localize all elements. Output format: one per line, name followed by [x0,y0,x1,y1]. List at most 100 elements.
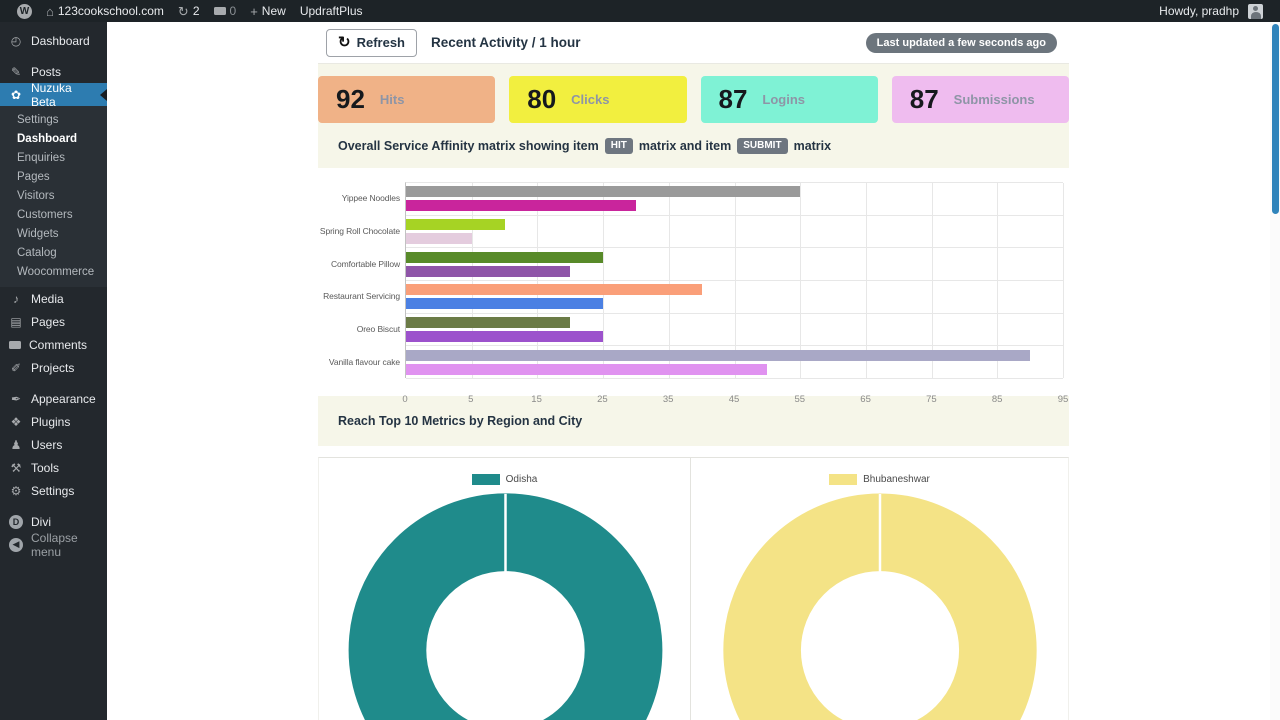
updates-count: 2 [192,4,200,18]
submenu-item-woocommerce[interactable]: Woocommerce [17,265,95,278]
metric-card-hits: 92 Hits [318,76,496,123]
updates-link[interactable]: ↻ 2 [171,0,207,22]
pages-icon: ▤ [10,314,22,329]
scrollbar-thumb[interactable] [1271,24,1279,214]
bar-hit-vanilla-flavour-cake[interactable] [406,349,1031,361]
sidebar-item-projects[interactable]: ✐ Projects [0,356,107,379]
x-axis-tick: 85 [991,394,1003,405]
site-name: 123cookschool.com [57,4,164,18]
odisha-legend-swatch [471,474,500,485]
submenu-item-widgets[interactable]: Widgets [17,227,59,240]
submenu-item-customers[interactable]: Customers [17,208,73,221]
users-icon: ♟ [10,437,22,452]
updraftplus-menu[interactable]: UpdraftPlus [293,0,370,22]
admin-sidebar: ◴ Dashboard ✎ Posts ✿ Nuzuka Beta Settings Dash… [0,22,107,720]
odisha-donut [348,493,663,720]
submenu-item-settings[interactable]: Settings [17,113,59,126]
sidebar-item-label: Posts [31,64,62,79]
x-axis-tick: 65 [860,394,871,405]
sidebar-item-label: Users [31,437,63,452]
sidebar-item-posts[interactable]: ✎ Posts [0,60,107,83]
bar-category-label: Vanilla flavour cake [328,356,400,367]
bhubaneshwar-legend: Bhubaneshwar [691,474,1068,485]
dashboard-icon: ◴ [10,33,22,48]
refresh-label: Refresh [356,35,405,50]
submenu-item-visitors[interactable]: Visitors [17,189,55,202]
sidebar-item-settings[interactable]: ⚙ Settings [0,479,107,502]
plugins-icon: ❖ [10,414,22,429]
main-content: ↻ Refresh Recent Activity / 1 hour Last … [107,22,1280,720]
pin-icon: ✎ [10,64,22,79]
metric-card-logins: 87 Logins [700,76,878,123]
metric-card-submissions: 87 Submissions [891,76,1069,123]
sidebar-item-pages[interactable]: ▤ Pages [0,310,107,333]
bar-submit-oreo-biscut[interactable] [406,330,604,342]
metric-value: 80 [527,84,557,114]
bar-submit-restaurant-servicing[interactable] [406,298,604,310]
updates-icon: ↻ [177,3,189,19]
sidebar-item-comments[interactable]: Comments [0,333,107,356]
plus-icon: + [250,3,258,19]
reach-title-text: Reach Top 10 Metrics by Region and City [338,414,583,428]
plugin-icon: ✿ [10,87,22,102]
x-axis-tick: 55 [794,394,806,405]
bar-hit-oreo-biscut[interactable] [406,316,571,328]
bar-hit-restaurant-servicing[interactable] [406,284,702,296]
metric-label: Logins [762,92,806,107]
sidebar-item-users[interactable]: ♟ Users [0,433,107,456]
sidebar-item-label: Plugins [31,414,71,429]
last-updated-badge: Last updated a few seconds ago [865,32,1057,53]
submenu-item-pages[interactable]: Pages [17,170,50,183]
submenu-item-dashboard[interactable]: Dashboard [17,132,78,145]
sidebar-item-collapse-menu[interactable]: ◀ Collapse menu [0,531,107,559]
x-axis-tick: 75 [926,394,937,405]
sidebar-submenu: Settings Dashboard Enquiries Pages Visitors C… [0,106,107,287]
affinity-text-middle: matrix and item [638,138,732,153]
sidebar-item-plugins[interactable]: ❖ Plugins [0,410,107,433]
bhubaneshwar-legend-label: Bhubaneshwar [863,474,930,485]
sidebar-item-appearance[interactable]: ✒ Appearance [0,387,107,410]
bar-chart-x-axis: 0 5 15 25 35 45 55 65 75 85 95 [402,394,1068,408]
scrollbar-track[interactable] [1270,22,1280,720]
bar-category-label: Oreo Biscut [356,323,400,334]
bar-hit-spring-roll-chocolate[interactable] [406,218,505,230]
sidebar-item-divi[interactable]: D Divi [0,510,107,533]
sidebar-item-label: Projects [31,360,75,375]
x-axis-tick: 25 [597,394,608,405]
odisha-donut-panel: Odisha [319,458,691,720]
admin-bar: W ⌂ 123cookschool.com ↻ 2 0 + New Updraf… [0,0,1280,22]
metrics-section: 92 Hits 80 Clicks 87 Logins 87 Submissions Over… [318,64,1069,168]
sidebar-item-dashboard[interactable]: ◴ Dashboard [0,29,107,52]
comments-link[interactable]: 0 [207,0,244,22]
metric-value: 87 [909,84,939,114]
settings-icon: ⚙ [10,483,22,498]
wordpress-menu[interactable]: W [10,0,39,22]
bar-submit-comfortable-pillow[interactable] [406,265,571,277]
page-title: Recent Activity / 1 hour [431,35,581,50]
affinity-text-after: matrix [793,138,832,153]
submenu-item-enquiries[interactable]: Enquiries [17,151,65,164]
bar-hit-yippee-noodles[interactable] [406,186,801,198]
site-link[interactable]: ⌂ 123cookschool.com [39,0,171,22]
bar-chart-plot [405,182,1064,379]
refresh-button[interactable]: ↻ Refresh [326,28,417,57]
sidebar-item-label: Divi [31,514,51,529]
sidebar-item-label: Settings [31,483,75,498]
appearance-icon: ✒ [10,391,22,406]
odisha-legend-label: Odisha [505,474,538,485]
x-axis-tick: 0 [402,394,408,405]
bar-submit-vanilla-flavour-cake[interactable] [406,363,768,375]
bhubaneshwar-donut-panel: Bhubaneshwar [691,458,1068,720]
submenu-item-catalog[interactable]: Catalog [17,246,57,259]
sidebar-item-nuzuka-beta[interactable]: ✿ Nuzuka Beta [0,81,107,109]
sidebar-item-media[interactable]: ♪ Media [0,287,107,310]
bar-submit-spring-roll-chocolate[interactable] [406,232,472,244]
bar-hit-comfortable-pillow[interactable] [406,251,604,263]
sidebar-item-label: Tools [31,460,60,475]
sidebar-item-tools[interactable]: ⚒ Tools [0,456,107,479]
account-menu[interactable]: Howdy, pradhp [1152,0,1270,22]
comments-icon [213,7,226,15]
bar-group-restaurant-servicing [406,281,1063,314]
bar-submit-yippee-noodles[interactable] [406,200,636,212]
new-content-menu[interactable]: + New [243,0,293,22]
